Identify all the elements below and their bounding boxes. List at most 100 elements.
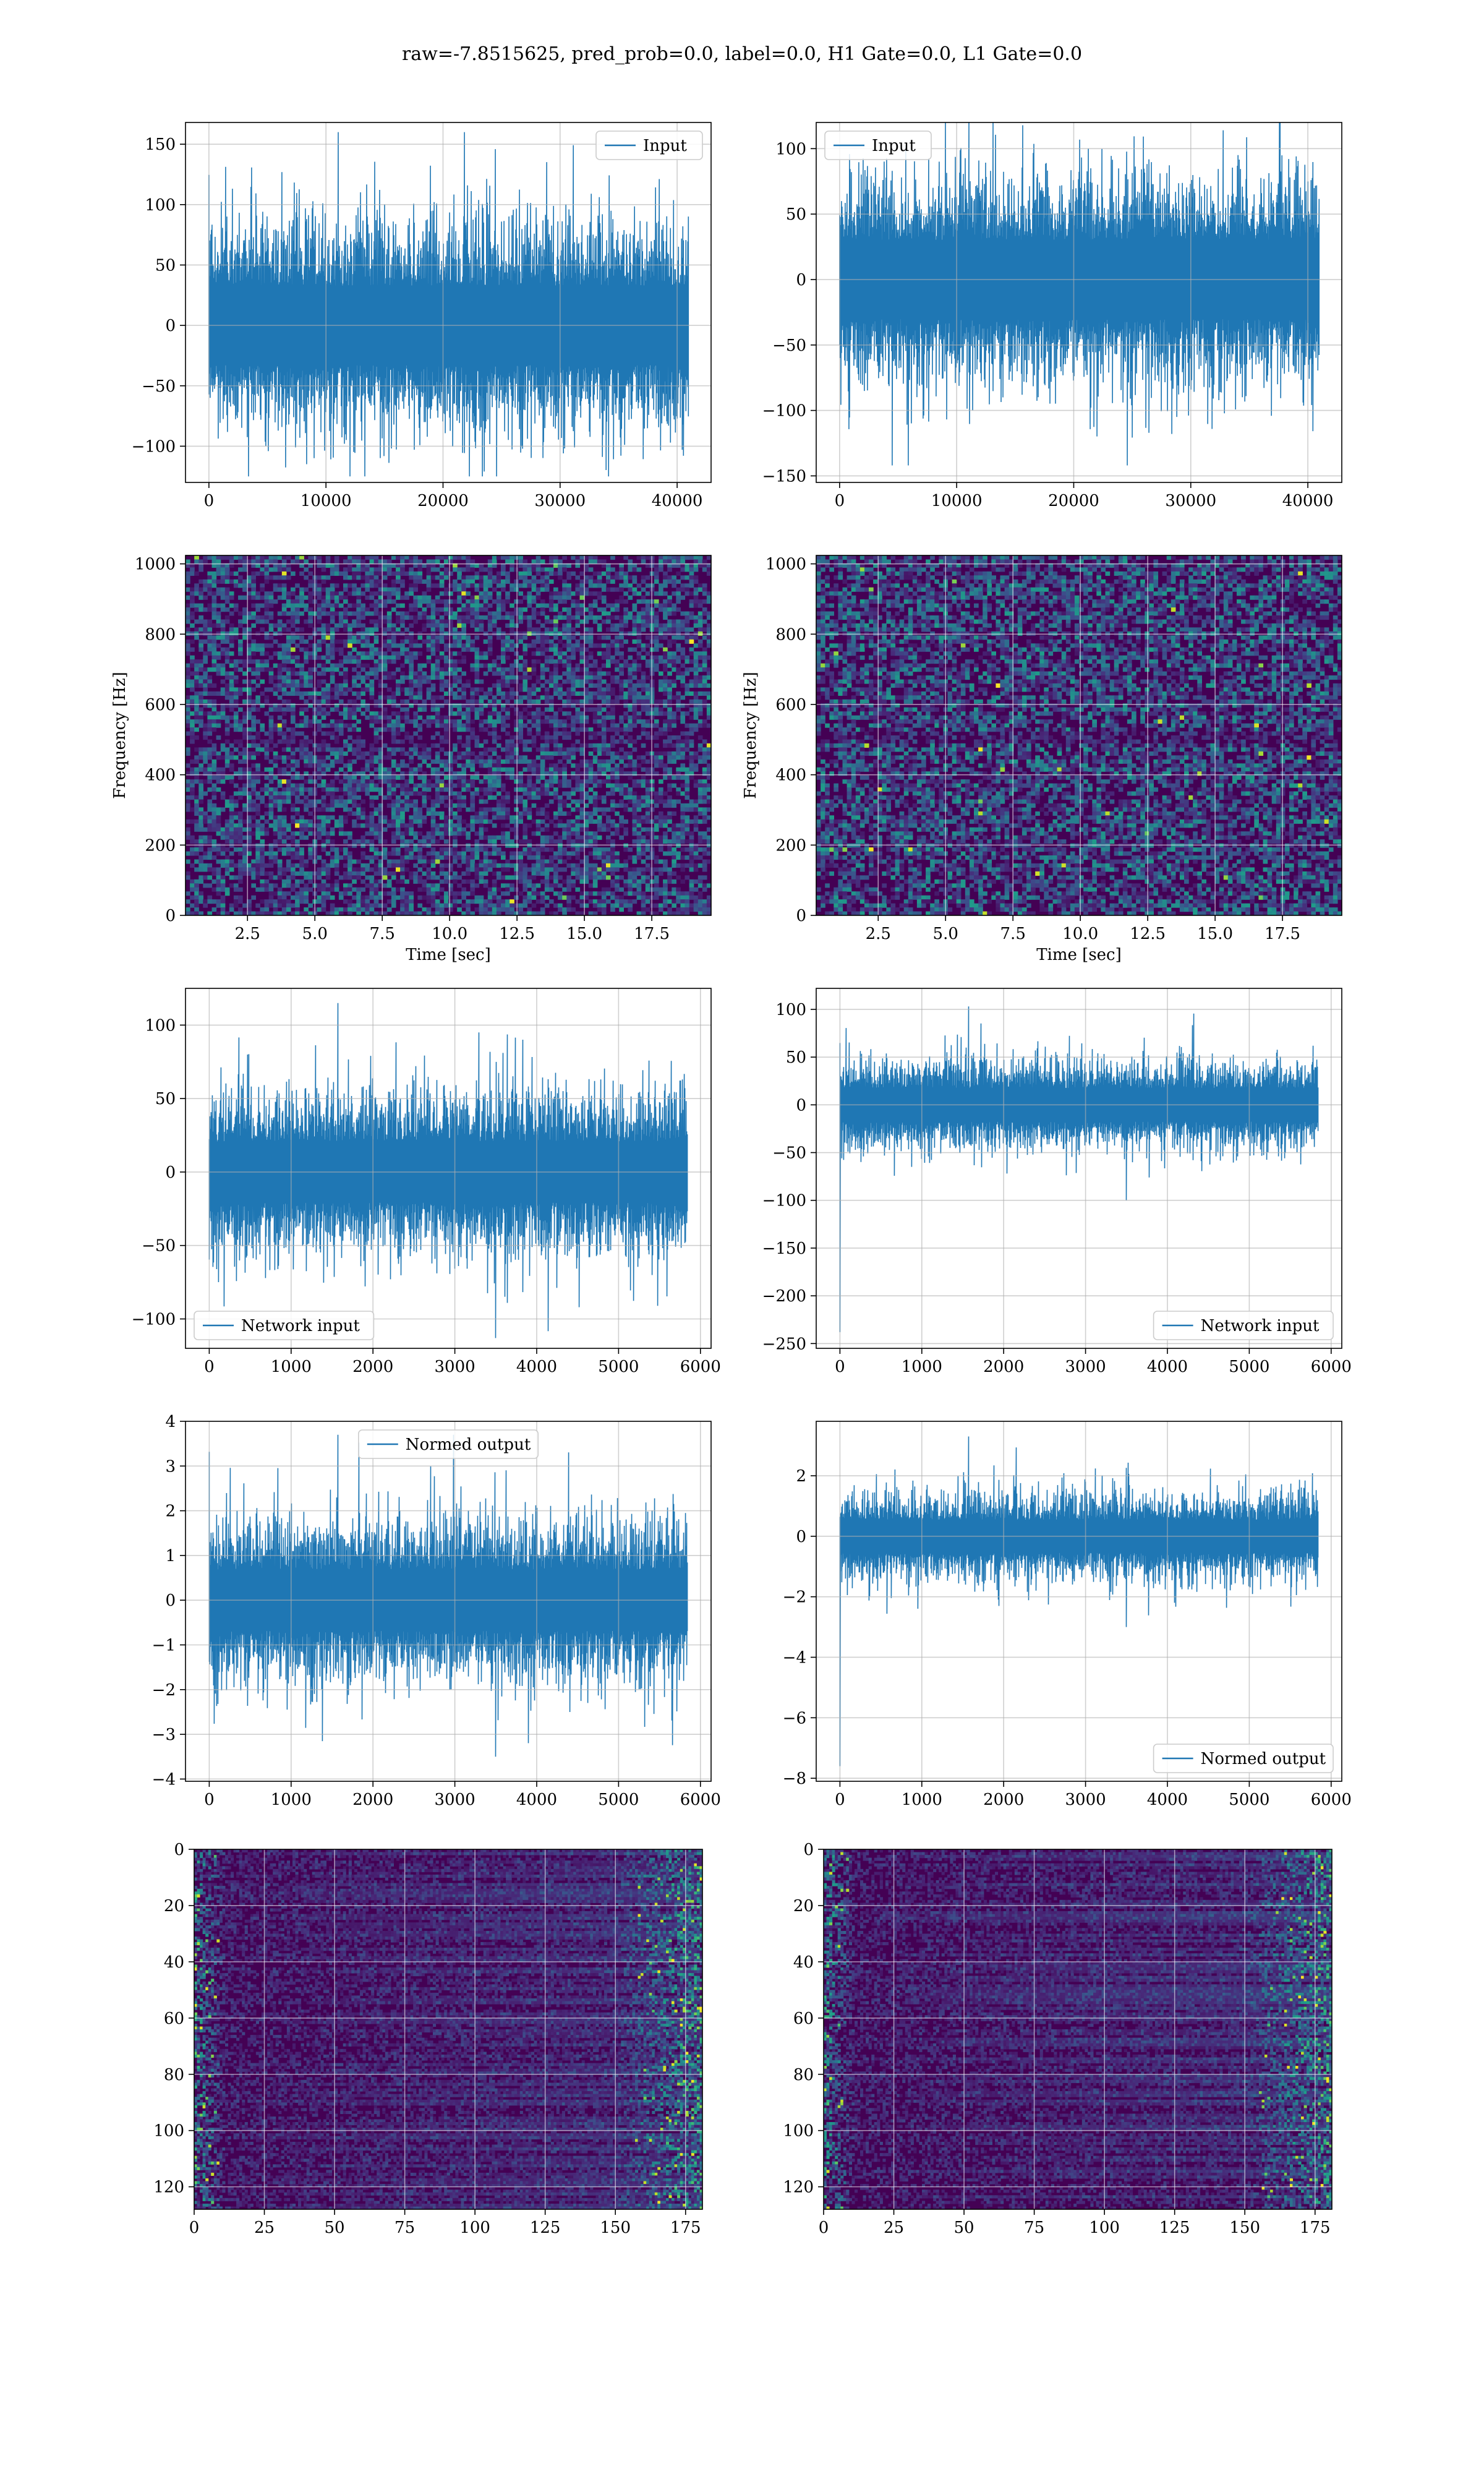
network-input-l1-xtick-label: 4000 xyxy=(1147,1358,1188,1376)
network-input-l1-ytick-label: 50 xyxy=(786,1048,806,1067)
network-input-h1-xtick-label: 0 xyxy=(204,1358,215,1376)
input-l1-xtick-label: 20000 xyxy=(1048,492,1099,510)
feature-map-l1-ytick-label: 20 xyxy=(793,1897,814,1915)
normed-output-l1-xtick-label: 5000 xyxy=(1229,1791,1269,1809)
feature-map-h1-ytick-label: 0 xyxy=(174,1841,184,1859)
feature-map-l1-ytick-label: 80 xyxy=(793,2066,814,2084)
network-input-h1-legend: Network input xyxy=(194,1311,375,1340)
normed-output-h1-ytick-label: −1 xyxy=(152,1636,176,1654)
network-input-l1-chart: 0 1000 2000 3000 4000 5000 6000−250−200−150−10… xyxy=(762,988,1352,1376)
input-l1-grid xyxy=(816,122,1342,482)
network-input-h1-grid xyxy=(186,988,711,1348)
input-h1-ytick-label: 150 xyxy=(145,135,176,154)
normed-output-l1-legend: Normed output xyxy=(1153,1744,1334,1773)
normed-output-h1-xtick-label: 0 xyxy=(204,1791,215,1809)
normed-output-h1-ytick-label: −2 xyxy=(152,1681,176,1700)
spectrogram-h1-marks xyxy=(186,555,711,915)
network-input-h1-chart: 0 1000 2000 3000 4000 5000 6000 −100 −50 0 50 100 Ne… xyxy=(132,988,721,1376)
spectrogram-h1-grid xyxy=(186,555,711,915)
feature-map-l1-ytick-label: 0 xyxy=(803,1841,814,1859)
network-input-l1-xtick-label: 1000 xyxy=(902,1358,942,1376)
network-input-h1-frame xyxy=(185,988,712,1349)
normed-output-l1-series-line xyxy=(839,1436,1319,1766)
spectrogram-l1-ytick-label: 1000 xyxy=(765,555,806,574)
network-input-l1-xtick-label: 3000 xyxy=(1065,1358,1106,1376)
network-input-h1-ytick-label: −50 xyxy=(142,1237,176,1256)
spectrogram-h1-ytick-label: 400 xyxy=(145,766,176,785)
network-input-l1-ytick-label: −150 xyxy=(762,1239,806,1258)
spectrogram-h1-xtick-label: 2.5 xyxy=(235,925,260,943)
input-h1-chart: 0 10000 20000 30000 40000 −100 −50 0 50 100 150 Inp… xyxy=(132,122,712,510)
normed-output-h1-ytick-label: −4 xyxy=(152,1770,176,1789)
normed-output-l1-xtick-label: 2000 xyxy=(983,1791,1024,1809)
network-input-l1-legend-label: Network input xyxy=(1201,1317,1320,1335)
input-h1-ytick-label: 50 xyxy=(155,256,176,275)
normed-output-l1-ytick-label: −4 xyxy=(783,1648,806,1667)
network-input-h1-xtick-label: 1000 xyxy=(271,1358,312,1376)
spectrogram-h1-xtick-label: 10.0 xyxy=(432,925,467,943)
normed-output-h1-chart: 0 1000 2000 3000 4000 5000 6000 −4 −3 −2 −1 0 1 2 3 4 No… xyxy=(152,1413,721,1809)
feature-map-h1-xtick-label: 75 xyxy=(394,2219,415,2237)
spectrogram-l1-ytick-label: 0 xyxy=(796,907,806,925)
feature-map-l1-frame xyxy=(823,1849,1333,2210)
feature-map-l1-xtick-label: 125 xyxy=(1159,2219,1190,2237)
input-l1-xtick-label: 30000 xyxy=(1165,492,1216,510)
input-h1-xtick-label: 10000 xyxy=(301,492,352,510)
input-h1-xtick-label: 30000 xyxy=(534,492,586,510)
spectrogram-h1-xtick-label: 17.5 xyxy=(634,925,670,943)
input-l1-frame xyxy=(816,122,1342,483)
feature-map-l1-marks xyxy=(824,1849,1332,2209)
feature-map-l1-xtick-label: 75 xyxy=(1024,2219,1044,2237)
network-input-l1-xtick-label: 5000 xyxy=(1229,1358,1269,1376)
normed-output-l1-xtick-label: 3000 xyxy=(1065,1791,1106,1809)
feature-map-l1-xtick-label: 100 xyxy=(1089,2219,1120,2237)
spectrogram-h1-xtick-label: 7.5 xyxy=(370,925,395,943)
spectrogram-h1-xtick-label: 12.5 xyxy=(499,925,535,943)
normed-output-l1-xtick-label: 6000 xyxy=(1311,1791,1352,1809)
input-h1-series-line xyxy=(208,132,689,477)
normed-output-h1-ytick-label: 1 xyxy=(165,1547,176,1565)
input-l1-marks xyxy=(839,122,1320,466)
feature-map-h1-frame xyxy=(194,1849,703,2210)
spectrogram-l1-marks xyxy=(816,555,1342,915)
feature-map-h1-ytick-label: 80 xyxy=(164,2066,184,2084)
spectrogram-h1-ytick-label: 800 xyxy=(145,625,176,644)
spectrogram-l1-xtick-label: 17.5 xyxy=(1264,925,1300,943)
spectrogram-l1-ytick-label: 600 xyxy=(775,696,806,714)
network-input-l1-xtick-label: 0 xyxy=(835,1358,845,1376)
network-input-l1-ytick-label: 0 xyxy=(796,1096,806,1115)
network-input-h1-xtick-label: 5000 xyxy=(598,1358,639,1376)
normed-output-l1-ytick-label: −6 xyxy=(783,1709,806,1727)
network-input-h1-ytick-label: 0 xyxy=(165,1163,176,1182)
feature-map-h1-xtick-label: 50 xyxy=(325,2219,345,2237)
normed-output-l1-xtick-label: 4000 xyxy=(1147,1791,1188,1809)
spectrogram-h1-xlabel: Time [sec] xyxy=(406,946,491,964)
normed-output-l1-legend-label: Normed output xyxy=(1201,1750,1326,1768)
feature-map-h1-ytick-label: 120 xyxy=(153,2178,184,2197)
normed-output-l1-chart: 0 1000 2000 3000 4000 5000 6000 −8 −6 −4 −2 0 2 Norme… xyxy=(783,1421,1352,1809)
feature-map-l1-ytick-label: 40 xyxy=(793,1953,814,1972)
spectrogram-l1-xtick-label: 12.5 xyxy=(1130,925,1166,943)
network-input-l1-ytick-label: −250 xyxy=(762,1335,806,1353)
normed-output-h1-legend-label: Normed output xyxy=(406,1436,531,1454)
input-l1-chart: 0 10000 20000 30000 40000 −150 −100 −50 0 50 100 In… xyxy=(762,122,1342,510)
feature-map-h1-xtick-label: 125 xyxy=(530,2219,561,2237)
feature-map-h1-chart: 0 25 50 75 100 125 150 175 0 20 40 60 80 100 120 xyxy=(153,1841,703,2237)
spectrogram-l1-ytick-label: 400 xyxy=(775,766,806,785)
normed-output-h1-ytick-label: 4 xyxy=(165,1413,176,1431)
network-input-h1-xtick-label: 3000 xyxy=(435,1358,475,1376)
network-input-l1-grid xyxy=(816,988,1342,1348)
network-input-l1-ytick-label: −50 xyxy=(772,1144,806,1163)
network-input-h1-ytick-label: 100 xyxy=(145,1016,176,1035)
normed-output-l1-plot-area xyxy=(816,1421,1342,1781)
normed-output-h1-xtick-label: 1000 xyxy=(271,1791,312,1809)
feature-map-l1-chart: 0 25 50 75 100 125 150 175 0 20 40 60 80 100 120 xyxy=(783,1841,1333,2237)
input-l1-ytick-label: 0 xyxy=(796,271,806,289)
feature-map-h1-xtick-label: 25 xyxy=(254,2219,275,2237)
network-input-h1-ytick-label: −100 xyxy=(132,1310,176,1329)
feature-map-h1-ytick-label: 60 xyxy=(164,2010,184,2028)
normed-output-h1-xtick-label: 3000 xyxy=(435,1791,475,1809)
spectrogram-h1-ytick-label: 600 xyxy=(145,696,176,714)
feature-map-l1-ytick-label: 60 xyxy=(793,2010,814,2028)
network-input-l1-ytick-label: −200 xyxy=(762,1287,806,1306)
